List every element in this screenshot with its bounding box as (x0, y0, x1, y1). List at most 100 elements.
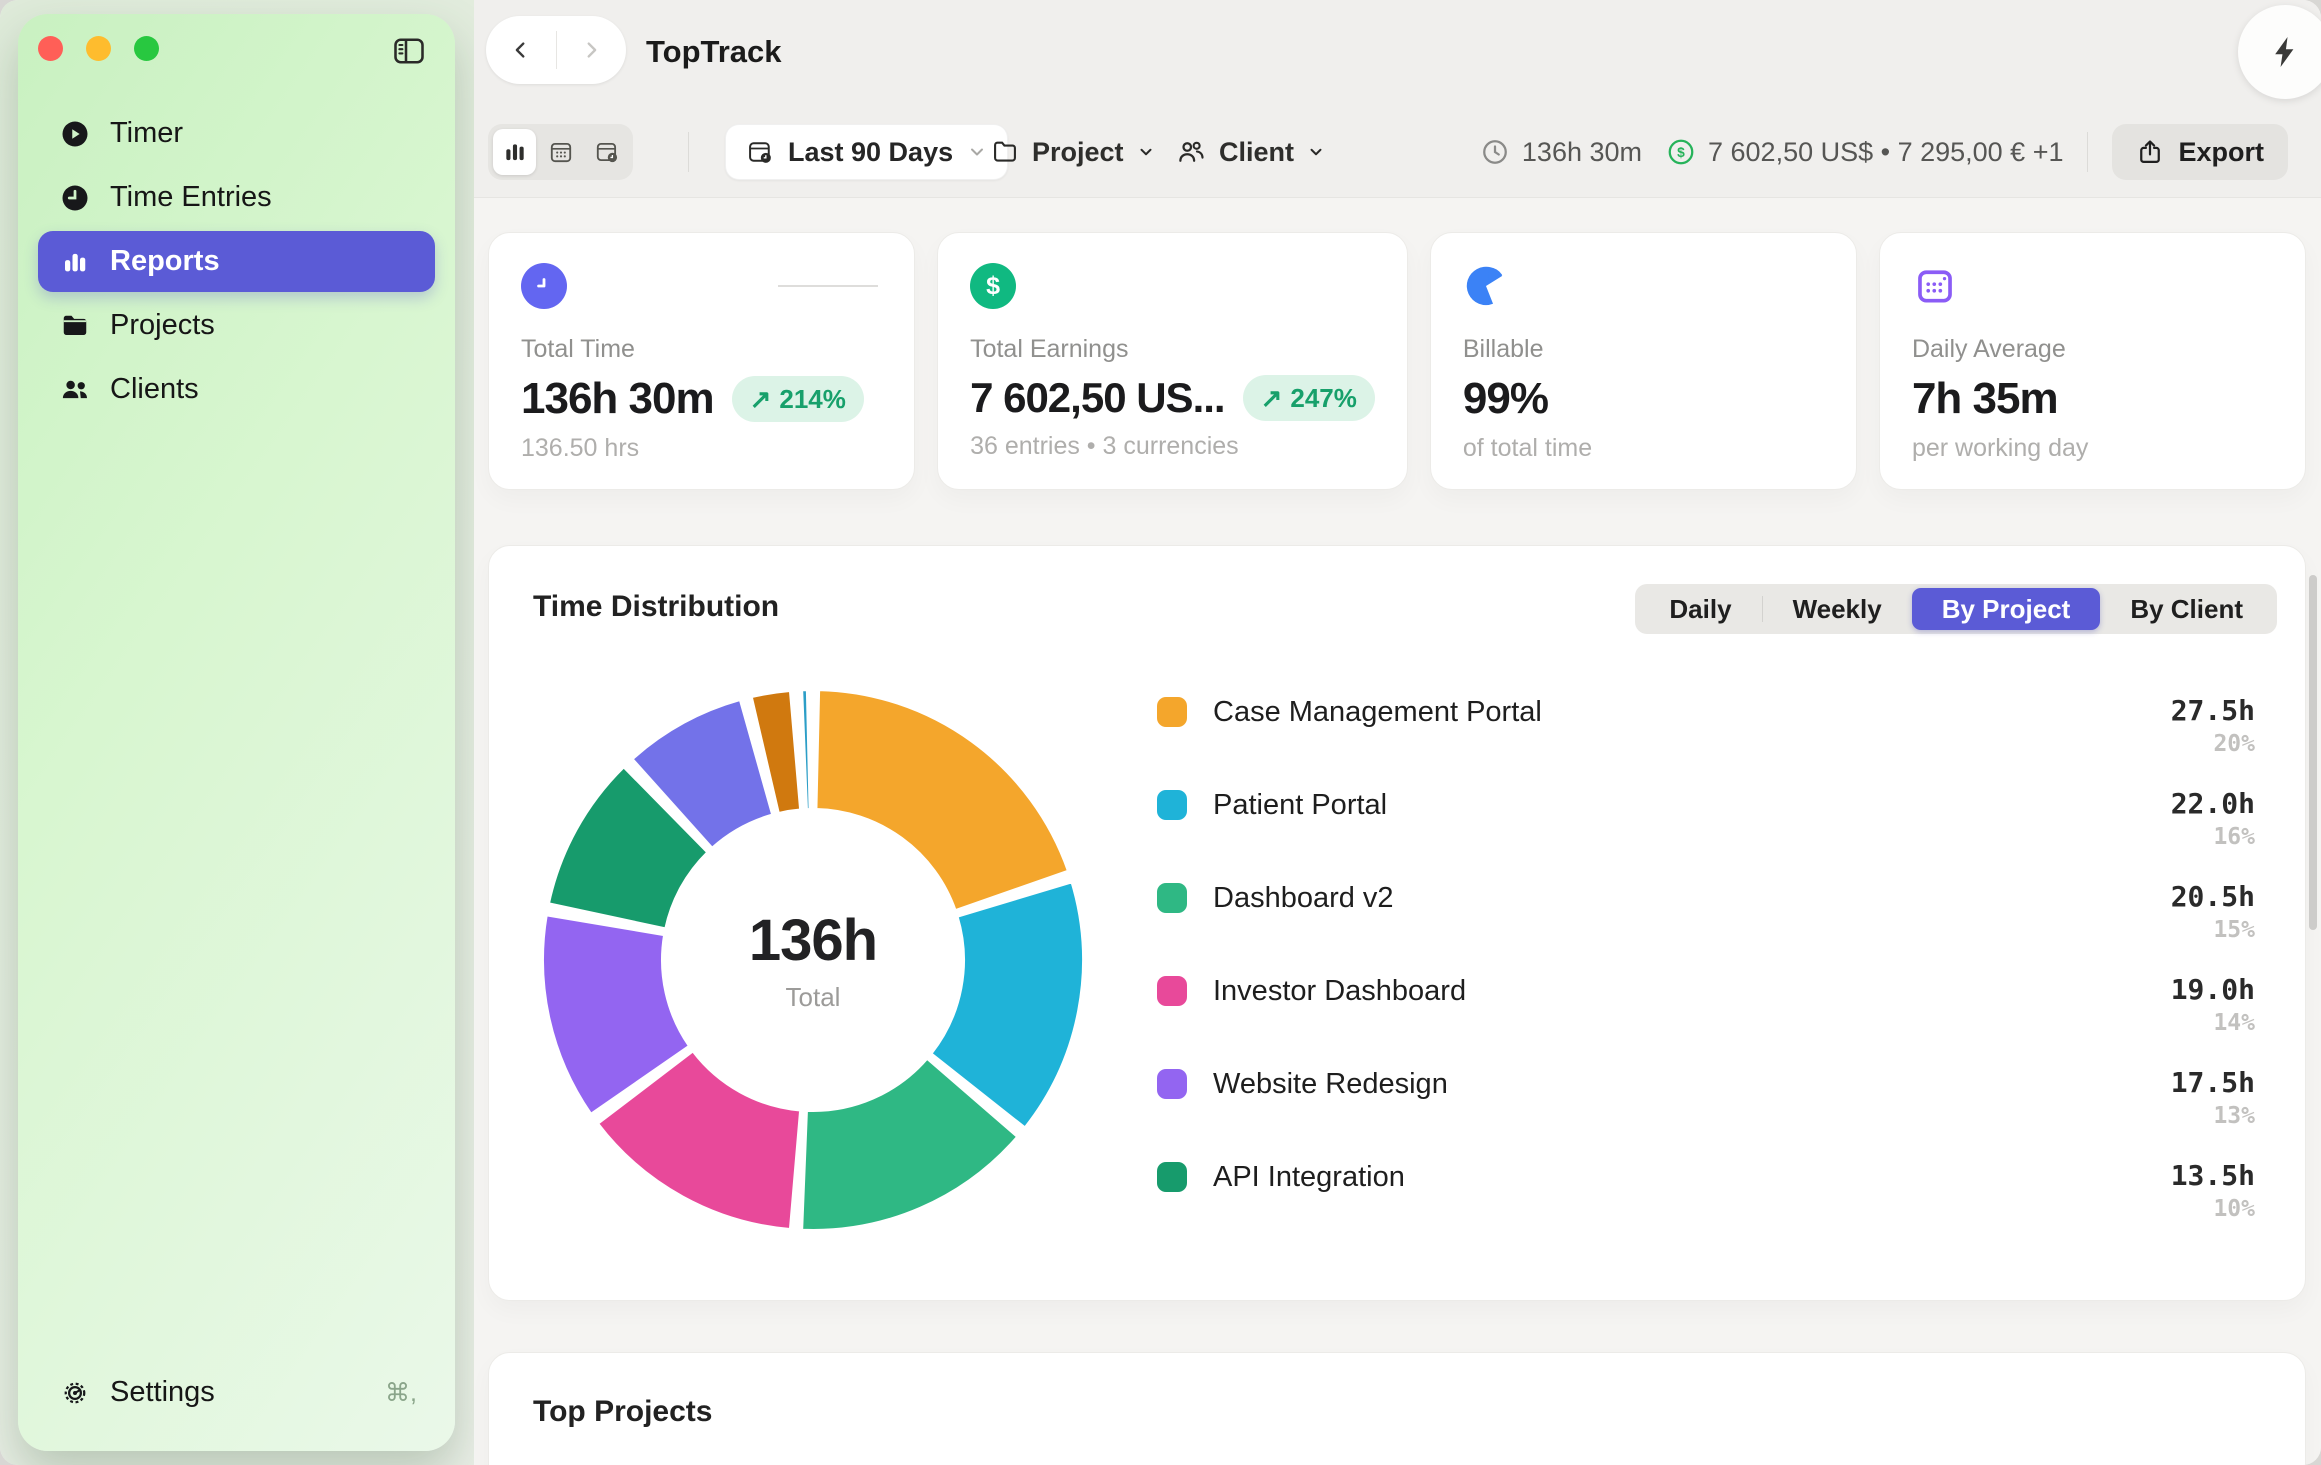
toolbar: TopTrack (474, 0, 2321, 198)
legend-hours: 19.0h (2171, 973, 2255, 1006)
sidebar-item-reports[interactable]: Reports (38, 231, 435, 292)
trend-up-icon: ↗ (750, 384, 772, 415)
legend-percent: 20% (2171, 731, 2255, 757)
calendar-icon (548, 139, 574, 165)
svg-text:$: $ (1677, 145, 1685, 160)
stat-label: Billable (1463, 335, 1824, 364)
close-button[interactable] (38, 36, 63, 61)
people-icon (60, 375, 90, 405)
forward-button[interactable] (557, 16, 627, 84)
scrollbar[interactable] (2309, 575, 2317, 930)
project-filter-label: Project (1032, 137, 1124, 168)
folder-icon (991, 138, 1019, 166)
pie-chart-icon (1463, 263, 1509, 309)
total-time-value: 136h 30m (1522, 137, 1642, 168)
toolbar-summary: 136h 30m $ 7 602,50 US$ • 7 295,00 € +1 … (1480, 124, 2288, 180)
date-range-button[interactable]: Last 90 Days (725, 124, 1008, 180)
people-icon (1176, 137, 1206, 167)
play-circle-icon (60, 119, 90, 149)
section-title: Top Projects (533, 1395, 712, 1429)
sidebar-item-label: Time Entries (110, 181, 272, 214)
legend-percent: 14% (2171, 1010, 2255, 1036)
bars-icon (502, 139, 528, 165)
calendar-clock-icon (594, 139, 620, 165)
section-title: Time Distribution (533, 590, 779, 624)
stat-value: 136h 30m (521, 374, 714, 424)
legend-label: Patient Portal (1213, 787, 1387, 823)
stat-subtext: of total time (1463, 434, 1824, 463)
legend-swatch (1157, 976, 1187, 1006)
donut-segment-8[interactable] (802, 690, 809, 809)
tab-by-project[interactable]: By Project (1912, 588, 2101, 630)
dollar-glyph: $ (986, 272, 1000, 301)
view-chart-button[interactable] (493, 129, 536, 175)
dollar-badge-icon: $ (970, 263, 1016, 309)
legend-percent: 10% (2171, 1196, 2255, 1222)
donut-segment-0[interactable] (816, 690, 1067, 910)
divider (688, 132, 689, 172)
legend-row: Dashboard v2 20.5h15% (1157, 880, 2255, 973)
trend-badge: ↗214% (732, 376, 864, 422)
total-time-summary: 136h 30m (1480, 137, 1642, 168)
legend-label: API Integration (1213, 1159, 1405, 1195)
stat-card-billable: Billable 99% of total time (1430, 232, 1857, 490)
view-schedule-button[interactable] (585, 129, 628, 175)
chevron-down-icon (1137, 143, 1155, 161)
legend-hours: 22.0h (2171, 787, 2255, 820)
view-mode-switcher (488, 124, 633, 180)
legend-label: Investor Dashboard (1213, 973, 1466, 1009)
legend-hours: 27.5h (2171, 694, 2255, 727)
legend-row: Website Redesign 17.5h13% (1157, 1066, 2255, 1159)
calendar-dots-icon (1913, 264, 1957, 308)
tab-weekly[interactable]: Weekly (1763, 588, 1912, 630)
project-filter-button[interactable]: Project (991, 124, 1155, 180)
stat-subtext: 36 entries • 3 currencies (970, 432, 1375, 461)
sidebar: Timer Time Entries Reports Projects (18, 14, 455, 1451)
legend-label: Website Redesign (1213, 1066, 1448, 1102)
minimize-button[interactable] (86, 36, 111, 61)
sidebar-item-timer[interactable]: Timer (38, 103, 435, 164)
sidebar-item-clients[interactable]: Clients (38, 359, 435, 420)
stat-card-total-time: Total Time 136h 30m ↗214% 136.50 hrs (488, 232, 915, 490)
legend-swatch (1157, 1069, 1187, 1099)
zoom-button[interactable] (134, 36, 159, 61)
sidebar-item-label: Reports (110, 245, 220, 278)
window-controls (38, 36, 159, 61)
tab-by-client[interactable]: By Client (2100, 588, 2273, 630)
legend-row: Patient Portal 22.0h 16% (1157, 787, 2255, 880)
trend-badge: ↗247% (1243, 375, 1375, 421)
legend-percent: 16% (2171, 824, 2255, 850)
back-button[interactable] (486, 16, 556, 84)
legend-swatch (1157, 883, 1187, 913)
gear-icon (60, 1378, 90, 1408)
quick-action-button[interactable] (2238, 5, 2321, 99)
legend-swatch (1157, 1162, 1187, 1192)
folder-icon (60, 311, 90, 341)
legend-hours: 13.5h (2171, 1159, 2255, 1192)
history-nav (486, 16, 626, 84)
sidebar-item-settings[interactable]: Settings ⌘, (38, 1362, 435, 1423)
dollar-circle-icon: $ (1666, 137, 1696, 167)
chevron-down-icon (967, 142, 987, 162)
export-button[interactable]: Export (2112, 124, 2288, 180)
chart-legend: Case Management Portal 27.5h20% Patient … (1157, 694, 2255, 1252)
sparkline (778, 285, 878, 287)
date-range-label: Last 90 Days (788, 137, 953, 168)
donut-chart[interactable]: 136h Total (541, 688, 1085, 1232)
sidebar-item-projects[interactable]: Projects (38, 295, 435, 356)
client-filter-button[interactable]: Client (1176, 124, 1325, 180)
sidebar-toggle-icon (389, 33, 433, 69)
app-window: Timer Time Entries Reports Projects (0, 0, 2321, 1465)
legend-label: Dashboard v2 (1213, 880, 1394, 916)
sidebar-toggle-button[interactable] (389, 32, 433, 70)
calendar-clock-icon (746, 138, 774, 166)
settings-shortcut: ⌘, (385, 1378, 417, 1408)
lightning-icon (2266, 28, 2304, 76)
client-filter-label: Client (1219, 137, 1294, 168)
sidebar-item-label: Projects (110, 309, 215, 342)
view-calendar-button[interactable] (539, 129, 582, 175)
legend-swatch (1157, 697, 1187, 727)
sidebar-item-time-entries[interactable]: Time Entries (38, 167, 435, 228)
stat-card-total-earnings: $ Total Earnings 7 602,50 US... ↗247% 36… (937, 232, 1408, 490)
tab-daily[interactable]: Daily (1639, 588, 1761, 630)
